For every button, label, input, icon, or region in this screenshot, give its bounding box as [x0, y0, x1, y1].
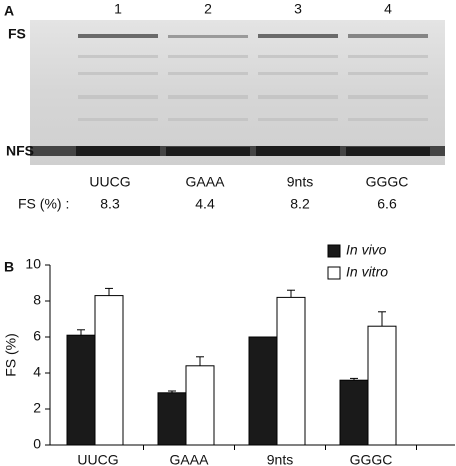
- y-tick-label: 2: [33, 400, 41, 416]
- lane-number: 1: [114, 1, 122, 17]
- y-tick-label: 4: [33, 364, 41, 380]
- bar: [185, 365, 215, 446]
- panel-label: B: [4, 259, 14, 275]
- lane-number: 3: [294, 1, 302, 17]
- lane-number: 2: [204, 1, 212, 17]
- band-label: FS: [8, 26, 26, 42]
- construct-label: GAAA: [186, 174, 226, 190]
- band-label: NFS: [6, 143, 34, 159]
- fs-value: 8.2: [290, 196, 310, 212]
- bar: [94, 295, 124, 446]
- bar: [339, 379, 369, 446]
- y-tick-label: 6: [33, 328, 41, 344]
- legend-label: In vitro: [346, 264, 388, 280]
- lane-number: 4: [384, 1, 392, 17]
- fs-value: 4.4: [195, 196, 215, 212]
- x-tick-label: UUCG: [77, 452, 118, 466]
- bar: [157, 392, 187, 446]
- fs-value: 8.3: [100, 196, 120, 212]
- legend-label: In vivo: [346, 242, 387, 258]
- panel-label: A: [4, 3, 14, 19]
- legend-swatch: [327, 244, 341, 258]
- y-axis-label: FS (%): [3, 333, 19, 377]
- gel-image: [30, 20, 445, 165]
- bar: [66, 334, 96, 446]
- y-tick-label: 0: [33, 436, 41, 452]
- fs-value: 6.6: [377, 196, 397, 212]
- construct-label: 9nts: [287, 174, 313, 190]
- bar: [248, 336, 278, 446]
- bar: [276, 296, 306, 446]
- bar: [367, 325, 397, 446]
- legend-swatch: [327, 266, 341, 280]
- construct-label: GGGC: [366, 174, 409, 190]
- x-tick-label: 9nts: [267, 452, 293, 466]
- x-tick-label: GAAA: [170, 452, 210, 466]
- y-tick-label: 8: [33, 292, 41, 308]
- construct-label: UUCG: [89, 174, 130, 190]
- y-tick-label: 10: [25, 256, 41, 272]
- fs-label: FS (%) :: [18, 196, 69, 212]
- x-tick-label: GGGC: [350, 452, 393, 466]
